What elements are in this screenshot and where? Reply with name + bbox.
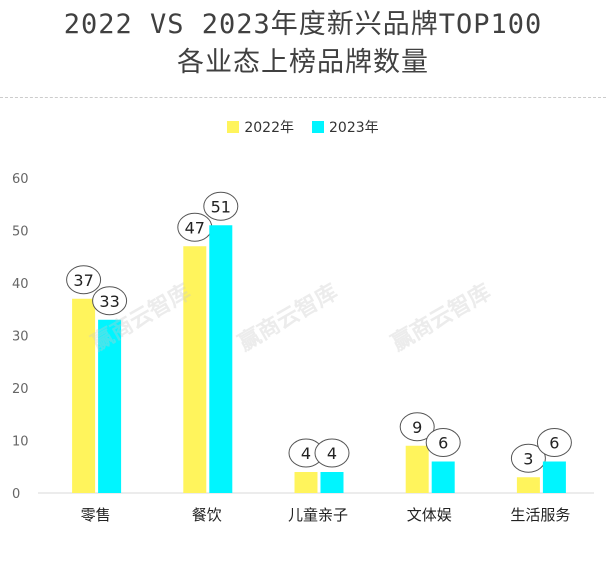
legend-swatch-2023 [312, 121, 324, 133]
data-label: 4 [327, 444, 337, 463]
bar-2022-1 [183, 246, 207, 493]
y-tick-label: 60 [12, 172, 29, 187]
bar-2022-0 [72, 298, 96, 493]
y-tick-label: 10 [12, 435, 29, 450]
bar-2023-4 [542, 461, 566, 493]
title-divider [0, 97, 606, 98]
bar-2023-1 [209, 225, 233, 493]
legend-label-2023: 2023年 [329, 120, 379, 136]
legend-item-2022: 2022年 [227, 117, 294, 137]
data-label-bubble [203, 191, 239, 221]
y-tick-label: 20 [12, 382, 29, 397]
data-label-bubble [66, 265, 102, 295]
bar-2022-2 [294, 472, 318, 493]
data-label: 3 [523, 449, 533, 468]
data-label: 33 [99, 292, 119, 311]
data-label: 4 [301, 444, 311, 463]
x-tick-label: 儿童亲子 [288, 506, 348, 524]
bar-2023-2 [320, 472, 344, 493]
data-label: 47 [185, 218, 205, 237]
y-tick-label: 50 [12, 225, 29, 240]
chart-title-line-2: 各业态上榜品牌数量 [177, 47, 429, 78]
data-label-bubble [425, 428, 461, 457]
bar-2022-3 [405, 445, 429, 493]
data-label-bubble [399, 412, 435, 442]
data-label-bubble [92, 286, 128, 316]
data-label-bubble [510, 443, 546, 473]
bar-2023-3 [431, 461, 455, 493]
data-label-bubble [536, 428, 572, 457]
legend-label-2022: 2022年 [244, 120, 294, 136]
chart-title: 2022 VS 2023年度新兴品牌TOP100 各业态上榜品牌数量 [0, 6, 606, 82]
x-tick-label: 餐饮 [192, 506, 222, 524]
chart-legend: 2022年 2023年 [0, 117, 606, 137]
y-tick-label: 0 [12, 487, 20, 502]
data-label: 6 [438, 434, 448, 453]
x-tick-label: 文体娱 [407, 506, 452, 524]
y-tick-label: 30 [12, 330, 29, 345]
bar-2023-0 [98, 319, 122, 493]
legend-swatch-2022 [227, 121, 240, 133]
data-label: 9 [412, 418, 422, 437]
bar-2022-4 [516, 477, 540, 493]
data-label: 37 [73, 271, 93, 290]
y-tick-label: 40 [12, 277, 29, 292]
chart-title-line-1: 2022 VS 2023年度新兴品牌TOP100 [63, 9, 543, 40]
data-label: 51 [211, 197, 231, 216]
x-tick-label: 生活服务 [510, 506, 570, 524]
x-tick-label: 零售 [81, 506, 111, 524]
data-label-bubble [314, 438, 350, 468]
data-label: 6 [549, 434, 559, 453]
legend-item-2023: 2023年 [312, 117, 379, 137]
